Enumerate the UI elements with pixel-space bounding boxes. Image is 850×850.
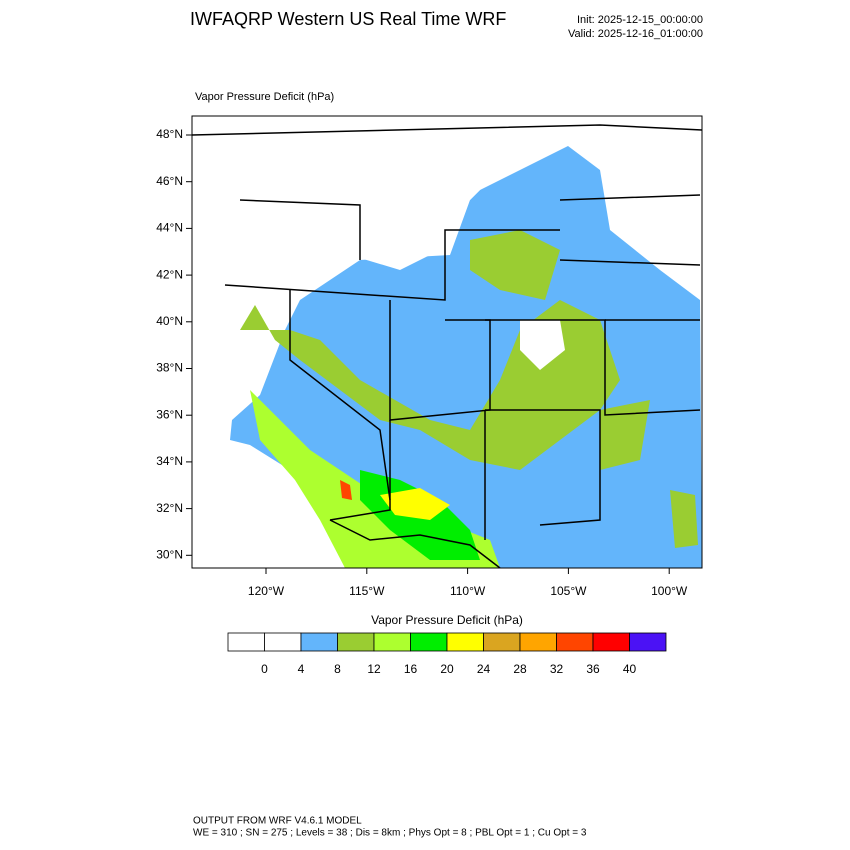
lon-label: 115°W bbox=[349, 584, 385, 598]
colorbar-label: 28 bbox=[513, 662, 527, 676]
colorbar-label: 36 bbox=[586, 662, 600, 676]
colorbar-box bbox=[264, 632, 302, 652]
title: IWFAQRP Western US Real Time WRF bbox=[190, 9, 506, 29]
lon-label: 110°W bbox=[450, 584, 486, 598]
colorbar-box bbox=[227, 632, 265, 652]
map-frame bbox=[191, 115, 703, 569]
lat-label: 48°N bbox=[156, 127, 183, 141]
colorbar-label: 20 bbox=[440, 662, 454, 676]
map-subtitle: Vapor Pressure Deficit (hPa) bbox=[195, 91, 334, 103]
footer-line: WE = 310 ; SN = 275 ; Levels = 38 ; Dis … bbox=[193, 828, 587, 839]
colorbar-label: 24 bbox=[477, 662, 491, 676]
lat-label: 32°N bbox=[156, 501, 183, 515]
colorbar-box bbox=[446, 632, 484, 652]
lat-label: 46°N bbox=[156, 174, 183, 188]
colorbar-box bbox=[556, 632, 594, 652]
lat-label: 38°N bbox=[156, 361, 183, 375]
lat-label: 42°N bbox=[156, 267, 183, 281]
colorbar-label: 16 bbox=[404, 662, 418, 676]
colorbar-label: 0 bbox=[261, 662, 268, 676]
colorbar-box bbox=[629, 632, 667, 652]
lat-label: 44°N bbox=[156, 221, 183, 235]
colorbar-box bbox=[373, 632, 411, 652]
lon-label: 120°W bbox=[248, 584, 285, 598]
colorbar-box bbox=[592, 632, 630, 652]
colorbar-box bbox=[410, 632, 448, 652]
colorbar-label: 40 bbox=[623, 662, 637, 676]
colorbar-title: Vapor Pressure Deficit (hPa) bbox=[371, 613, 523, 627]
colorbar-label: 4 bbox=[298, 662, 305, 676]
colorbar-box bbox=[300, 632, 338, 652]
colorbar-box bbox=[483, 632, 521, 652]
lat-label: 30°N bbox=[156, 547, 183, 561]
colorbar-box bbox=[337, 632, 375, 652]
lat-label: 40°N bbox=[156, 314, 183, 328]
map-field bbox=[192, 116, 702, 568]
colorbar-label: 12 bbox=[367, 662, 381, 676]
lon-label: 105°W bbox=[550, 584, 587, 598]
init-time: Init: 2025-12-15_00:00:00 bbox=[577, 14, 703, 26]
colorbar-box bbox=[519, 632, 557, 652]
lat-label: 34°N bbox=[156, 454, 183, 468]
lat-label: 36°N bbox=[156, 407, 183, 421]
valid-time: Valid: 2025-12-16_01:00:00 bbox=[568, 28, 703, 40]
colorbar-label: 32 bbox=[550, 662, 564, 676]
footer-line: OUTPUT FROM WRF V4.6.1 MODEL bbox=[193, 816, 362, 827]
lon-label: 100°W bbox=[651, 584, 688, 598]
colorbar-label: 8 bbox=[334, 662, 341, 676]
